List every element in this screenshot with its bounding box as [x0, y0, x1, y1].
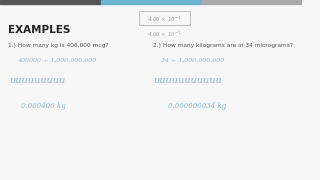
Text: 4.06 $\times$ 10$^{-1}$: 4.06 $\times$ 10$^{-1}$ [147, 14, 182, 24]
Text: 2.) How many kilograms are in 34 micrograms?: 2.) How many kilograms are in 34 microgr… [153, 43, 293, 48]
Text: 1.) How many kg is 406,000 mcg?: 1.) How many kg is 406,000 mcg? [8, 43, 108, 48]
Text: uuuuuuuuu: uuuuuuuuu [10, 76, 66, 85]
Text: 4.06 $\times$ 10$^{-1}$: 4.06 $\times$ 10$^{-1}$ [147, 30, 182, 39]
Text: EXAMPLES: EXAMPLES [8, 25, 70, 35]
Text: 0.000000034 kg: 0.000000034 kg [168, 102, 227, 110]
Bar [101, 0, 201, 4]
Text: 406000 ÷ 1,000,000,000: 406000 ÷ 1,000,000,000 [17, 58, 96, 63]
Text: uuuuuuuuuuu: uuuuuuuuuuu [153, 76, 222, 85]
Text: 34 ÷ 1,000,000,000: 34 ÷ 1,000,000,000 [161, 58, 224, 63]
Bar [0, 0, 101, 4]
Bar [201, 0, 302, 4]
Text: 0.000406 kg: 0.000406 kg [21, 102, 66, 110]
